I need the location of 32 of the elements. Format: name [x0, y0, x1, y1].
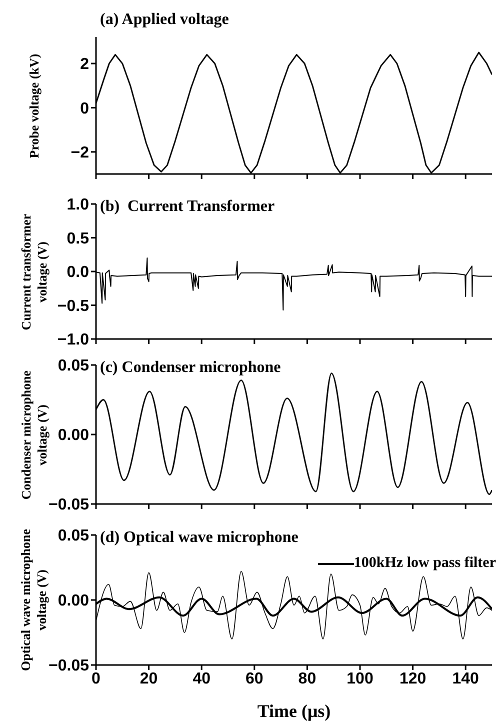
- y-axis-title: Probe voltage (kV): [26, 53, 42, 158]
- y-axis-title: Condenser microphone voltage (V): [18, 368, 50, 500]
- x-tick-label: 100: [346, 670, 374, 688]
- y-tick-label: 1.0: [66, 196, 90, 214]
- x-tick-label: 0: [92, 670, 101, 688]
- y-tick-label: −0.05: [48, 496, 90, 514]
- y-tick-label: 0.5: [66, 230, 90, 248]
- y-tick-label: −1.0: [57, 332, 90, 349]
- y-tick-label: 0.05: [58, 528, 90, 545]
- y-tick-label: 2: [80, 56, 90, 74]
- x-tick-label: 120: [399, 670, 426, 688]
- chart-title: (a) Applied voltage: [100, 11, 229, 29]
- y-tick-label: 0.05: [58, 358, 90, 375]
- x-tick-label: 20: [140, 670, 158, 688]
- y-tick-label: −2: [70, 144, 90, 162]
- x-axis-title: Time (μs): [257, 701, 331, 721]
- chart-title: (b) Current Transformer: [100, 198, 275, 216]
- y-axis-title: Optical wave microphone voltage (V): [18, 528, 49, 674]
- y-tick-label: 0: [80, 100, 90, 118]
- y-tick-label: 0.00: [58, 427, 90, 444]
- x-tick-label: 40: [192, 670, 211, 688]
- y-axis-title: Current transformer voltage (V): [18, 212, 50, 332]
- y-tick-label: −0.5: [57, 298, 90, 315]
- x-tick-label: 140: [452, 670, 480, 688]
- x-tick-label: 80: [298, 670, 316, 688]
- x-tick-label: 60: [246, 670, 264, 688]
- chart-title: (c) Condenser microphone: [100, 359, 281, 377]
- y-tick-label: −0.05: [48, 658, 90, 675]
- chart-title: (d) Optical wave microphone: [100, 529, 298, 547]
- y-tick-label: 0.00: [58, 592, 90, 610]
- legend-label: 100kHz low pass filter: [354, 555, 496, 572]
- y-tick-label: 0.0: [66, 264, 90, 282]
